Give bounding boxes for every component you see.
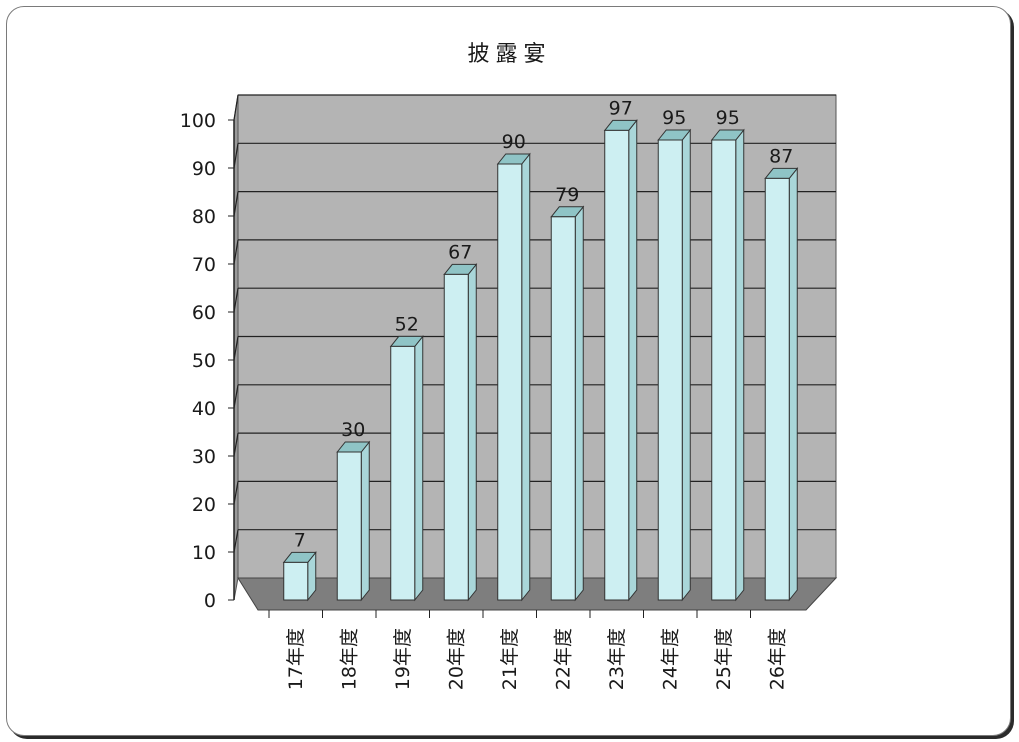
x-tick-label: 20年度: [445, 628, 467, 690]
x-tick-label: 26年度: [766, 628, 788, 690]
y-tick-label: 60: [192, 302, 216, 324]
bar: [550, 216, 576, 601]
x-tick-label: 19年度: [392, 628, 414, 690]
bar-side: [788, 166, 798, 602]
data-label: 95: [662, 107, 686, 129]
bar-side: [467, 262, 477, 602]
data-label: 30: [341, 419, 365, 441]
data-label: 79: [555, 184, 579, 206]
y-tick-label: 10: [192, 542, 216, 564]
bar: [497, 163, 523, 601]
data-label: 52: [395, 313, 419, 335]
y-tick-label: 70: [192, 254, 216, 276]
y-tick-label: 100: [180, 110, 216, 132]
floor: [237, 577, 838, 611]
bar: [336, 451, 362, 601]
chart-title: 披露宴: [467, 42, 552, 67]
bar: [390, 345, 416, 601]
bar: [604, 129, 630, 601]
x-tick-label: 18年度: [338, 628, 360, 690]
bar: [657, 139, 683, 601]
y-tick-label: 20: [192, 494, 216, 516]
data-label: 87: [769, 145, 793, 167]
x-tick-label: 23年度: [606, 628, 628, 690]
y-tick-label: 0: [204, 590, 216, 612]
data-label: 90: [502, 131, 526, 153]
data-label: 67: [448, 241, 472, 263]
data-label: 95: [716, 107, 740, 129]
data-label: 97: [609, 97, 633, 119]
bar-side: [628, 118, 638, 602]
bar-side: [414, 334, 424, 602]
y-tick-label: 80: [192, 206, 216, 228]
bar-side: [574, 205, 584, 602]
bar-side: [521, 152, 531, 602]
x-tick-label: 22年度: [552, 628, 574, 690]
y-tick-label: 40: [192, 398, 216, 420]
y-tick-label: 30: [192, 446, 216, 468]
x-tick-label: 25年度: [713, 628, 735, 690]
bar: [711, 139, 737, 601]
bar: [283, 561, 309, 601]
gridline-side: [233, 94, 239, 121]
x-tick-label: 24年度: [659, 628, 681, 690]
bar: [764, 177, 790, 601]
x-tick-label: 17年度: [285, 628, 307, 690]
y-tick-label: 50: [192, 350, 216, 372]
x-tick-label: 21年度: [499, 628, 521, 690]
bar-side: [681, 128, 691, 602]
y-tick-label: 90: [192, 158, 216, 180]
bar-side: [360, 440, 370, 602]
bar-side: [735, 128, 745, 602]
bar: [443, 273, 469, 601]
data-label: 7: [294, 529, 306, 551]
